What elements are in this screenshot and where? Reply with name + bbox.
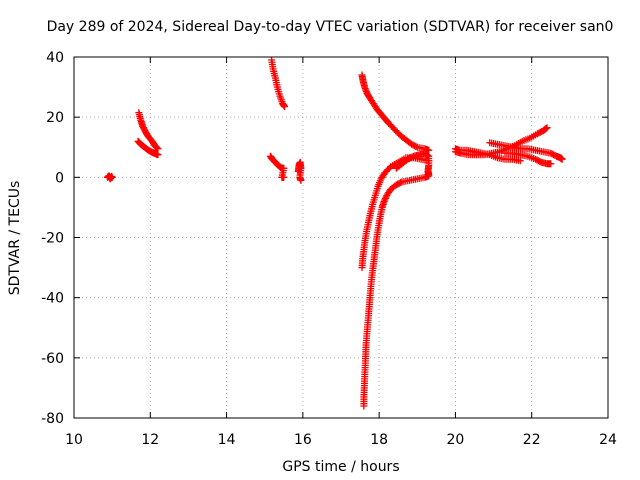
- x-tick-label: 18: [370, 432, 388, 448]
- data-point: [547, 160, 555, 168]
- data-point: [280, 173, 288, 181]
- series-pass-g: [358, 71, 433, 154]
- data-point: [139, 124, 147, 132]
- data-points: [104, 56, 566, 410]
- data-point: [140, 125, 148, 133]
- series-pass-n: [501, 149, 555, 168]
- data-point: [154, 151, 162, 159]
- data-point: [281, 103, 289, 111]
- grid-lines: [74, 57, 608, 418]
- x-axis-label: GPS time / hours: [282, 459, 399, 475]
- series-pass-h: [360, 172, 433, 410]
- series-pass-m: [486, 139, 566, 163]
- series-pass-a: [104, 172, 116, 183]
- series-pass-l: [451, 124, 551, 159]
- plot-frame: [73, 56, 609, 419]
- series-pass-f: [294, 158, 305, 184]
- y-tick-label: -40: [41, 291, 64, 307]
- series-pass-i: [358, 154, 433, 272]
- data-point: [381, 194, 389, 202]
- data-point: [139, 122, 147, 130]
- series-pass-c: [134, 137, 162, 159]
- y-tick-label: 40: [46, 50, 64, 66]
- data-point: [558, 155, 566, 163]
- x-tick-label: 12: [141, 432, 159, 448]
- data-point: [382, 193, 390, 201]
- y-axis-label: SDTVAR / TECUs: [7, 181, 23, 296]
- y-tick-label: 20: [46, 110, 64, 126]
- x-tick-label: 16: [294, 432, 312, 448]
- series-pass-b: [135, 109, 162, 153]
- series-pass-e: [266, 152, 288, 181]
- data-point: [542, 124, 550, 132]
- tick-labels: 10 12 14 16 18 20 22 24 -80 -60 -40 -20 0 20 40: [41, 50, 617, 448]
- x-tick-label: 14: [218, 432, 236, 448]
- data-point: [425, 146, 433, 154]
- chart-title: Day 289 of 2024, Sidereal Day-to-day VTE…: [46, 19, 614, 35]
- x-tick-label: 22: [523, 432, 541, 448]
- data-point: [425, 170, 433, 178]
- data-point: [424, 152, 432, 160]
- data-point: [152, 143, 160, 151]
- y-tick-label: -60: [41, 351, 64, 367]
- data-point: [516, 157, 524, 165]
- x-tick-label: 20: [447, 432, 465, 448]
- data-point: [397, 179, 405, 187]
- y-tick-label: 0: [55, 170, 64, 186]
- data-point: [297, 176, 305, 184]
- series-pass-j: [392, 149, 433, 178]
- y-tick-label: -80: [41, 411, 64, 427]
- data-point: [381, 196, 389, 204]
- x-tick-label: 24: [599, 432, 617, 448]
- y-tick-label: -20: [41, 231, 64, 247]
- data-point: [543, 124, 551, 132]
- data-point: [153, 144, 161, 152]
- x-tick-label: 10: [65, 432, 83, 448]
- data-point: [108, 173, 116, 181]
- series-pass-d: [268, 56, 289, 111]
- data-point: [412, 142, 420, 150]
- data-point: [380, 197, 388, 205]
